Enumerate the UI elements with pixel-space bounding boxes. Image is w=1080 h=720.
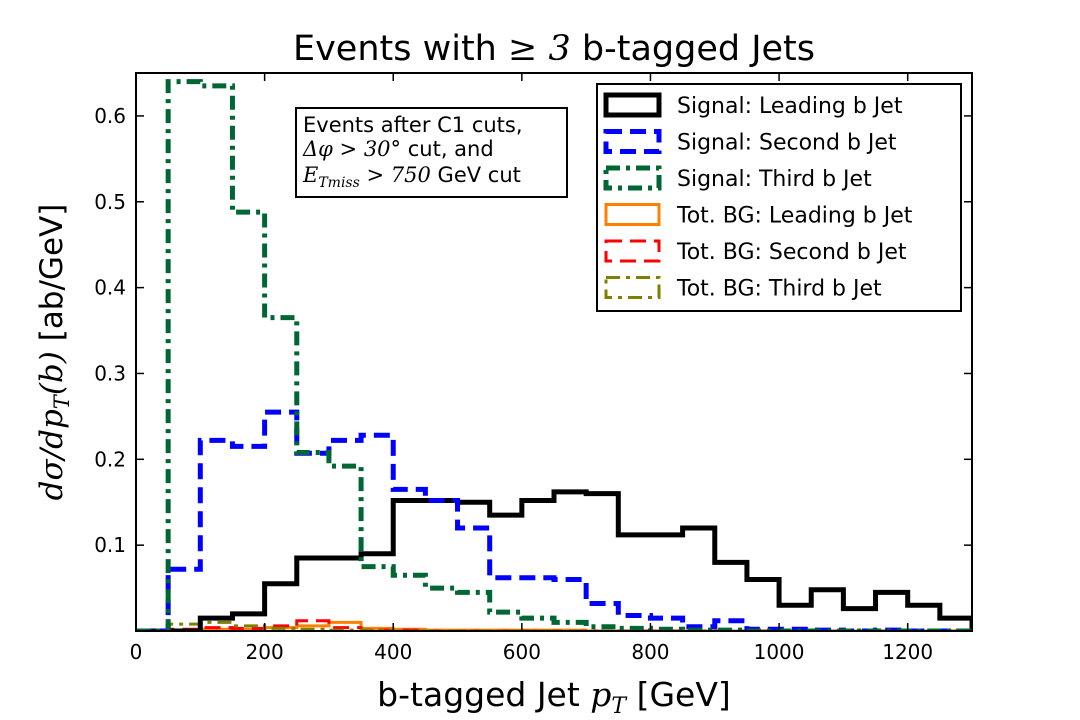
y-tick-label: 0.3	[94, 361, 126, 385]
legend-label-3: Signal: Third b Jet	[677, 167, 872, 192]
legend-label-2: Signal: Second b Jet	[677, 131, 897, 156]
legend-swatch-4	[604, 203, 661, 226]
legend-swatch-3	[603, 165, 662, 191]
annotation-math-2: E	[302, 163, 318, 187]
tick-layer: 0 200 400 600 800 1000 1200 0.1 0.2 0.3 0.4 0.5 0.6	[94, 73, 972, 664]
legend-label-1: Signal: Leading b Jet	[677, 94, 903, 119]
legend-swatch-2	[603, 129, 662, 154]
xlabel-prefix: b-tagged Jet	[377, 675, 580, 714]
x-tick-label: 1200	[882, 640, 933, 664]
x-tick-label: 800	[631, 640, 669, 664]
legend-label-6: Tot. BG: Third b Jet	[676, 277, 882, 302]
x-axis-label: b-tagged Jet pT [GeV]	[377, 675, 731, 719]
plot-frame	[135, 72, 973, 632]
xlabel-sub: T	[611, 694, 628, 719]
series-2-step-line	[136, 409, 972, 631]
legend-swatch-6	[604, 276, 661, 299]
annotation-text-3: GeV cut	[438, 163, 521, 187]
x-tick-label: 0	[130, 640, 143, 664]
annotation-box: Events after C1 cuts, Δφ > 30° cut, and …	[295, 107, 568, 198]
y-tick-label: 0.5	[94, 190, 126, 214]
x-tick-label: 400	[374, 640, 412, 664]
legend-label-5: Tot. BG: Second b Jet	[676, 240, 907, 265]
annotation-sub: Tmiss	[318, 175, 359, 191]
legend: Signal: Leading b Jet Signal: Second b Je…	[596, 83, 962, 312]
y-tick-label: 0.4	[94, 276, 126, 300]
annotation-math-3: > 750	[367, 163, 431, 187]
series-1-step-line	[136, 489, 972, 631]
x-tick-label: 1000	[754, 640, 805, 664]
y-tick-label: 0.2	[94, 447, 126, 471]
title-prefix: Events with	[293, 29, 497, 69]
x-tick-label: 200	[246, 640, 284, 664]
legend-swatch-5	[604, 239, 661, 263]
annotation-text-2: cut, and	[408, 137, 494, 161]
xlabel-suffix: [GeV]	[637, 675, 731, 714]
ylabel-math2: (b)	[34, 351, 70, 395]
legend-swatch-1	[603, 92, 662, 118]
y-tick-label: 0.6	[94, 104, 126, 128]
y-axis-label: dσ/dpT(b) [ab/GeV]	[34, 204, 74, 501]
ylabel-sub: T	[50, 393, 74, 409]
title-suffix: b-tagged Jets	[582, 29, 815, 69]
ylabel-units: [ab/GeV]	[34, 204, 70, 342]
annotation-line-1: Events after C1 cuts,	[303, 113, 523, 137]
xlabel-math: p	[590, 675, 611, 714]
series-5-step-line	[136, 619, 972, 631]
title-math: ≥ 3	[508, 29, 571, 69]
annotation-math-1: Δφ > 30°	[302, 137, 401, 161]
y-tick-label: 0.1	[94, 533, 126, 557]
annotation-line-2: Δφ > 30° cut, and	[302, 137, 494, 161]
legend-box	[596, 83, 962, 312]
ylabel-math: dσ/dp	[34, 409, 70, 500]
annotation-line-3: ETmiss > 750 GeV cut	[302, 163, 521, 191]
chart-title: Events with ≥ 3 b-tagged Jets	[293, 29, 815, 69]
x-tick-label: 600	[503, 640, 541, 664]
legend-label-4: Tot. BG: Leading b Jet	[676, 204, 913, 229]
series-3-step-line	[136, 79, 972, 631]
